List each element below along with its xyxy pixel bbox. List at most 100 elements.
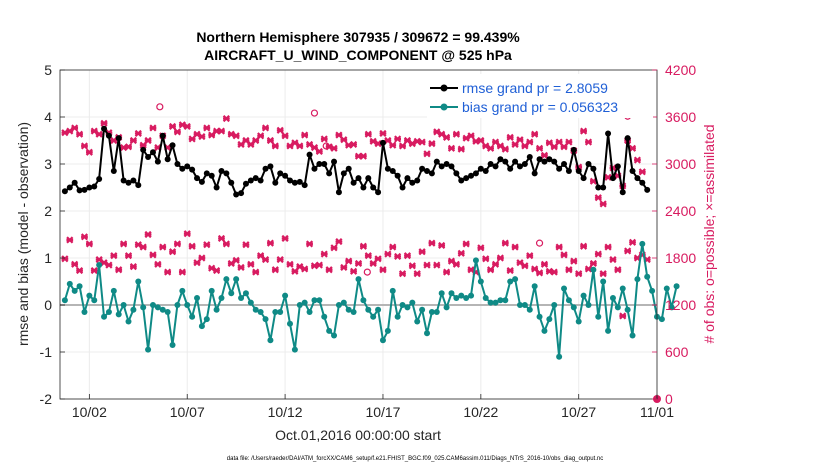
obs-assimilated-upper-marker (628, 144, 637, 152)
y-left-tick-label: 3 (44, 156, 52, 172)
bias-series-point (531, 283, 538, 290)
obs-assimilated-upper-marker (301, 131, 309, 139)
obs-assimilated-lower-marker (266, 239, 274, 247)
rmse-series-point (316, 161, 323, 167)
obs-assimilated-upper-marker (516, 136, 524, 144)
rmse-series-point (130, 177, 137, 184)
bias-series-point (169, 341, 176, 348)
bias-series-point (86, 292, 93, 299)
bias-series-point (595, 313, 602, 320)
bias-series-point (394, 313, 401, 320)
legend-bias-marker (440, 103, 448, 111)
bias-series-point (384, 327, 391, 334)
obs-assimilated-lower-marker (389, 243, 397, 251)
obs-assimilated-upper-group (61, 114, 646, 208)
bias-series-point (424, 330, 431, 337)
obs-assimilated-upper-marker (487, 144, 495, 152)
x-tick-label: 11/01 (640, 404, 674, 420)
rmse-series-point (140, 146, 147, 153)
bias-series-point (331, 332, 338, 339)
obs-assimilated-upper-marker (281, 132, 289, 140)
rmse-series-point (335, 189, 342, 196)
obs-assimilated-upper-marker (217, 127, 226, 135)
rmse-series-point (154, 158, 161, 165)
rmse-series-point (482, 168, 489, 175)
bias-series-point (291, 346, 298, 353)
obs-assimilated-upper-marker (144, 136, 152, 145)
rmse-series-point (213, 184, 220, 191)
bias-series-point (497, 297, 504, 304)
obs-assimilated-upper-marker (599, 200, 607, 208)
obs-assimilated-upper-marker (403, 136, 412, 145)
obs-assimilated-lower-marker (345, 257, 353, 265)
obs-assimilated-lower-marker (340, 263, 348, 271)
obs-assimilated-upper-marker (594, 194, 602, 202)
rmse-series-point (81, 186, 88, 193)
obs-possible-marker (156, 103, 164, 111)
bias-series-point (585, 302, 592, 308)
obs-assimilated-lower-marker (491, 260, 500, 268)
y-right-tick-label: 3600 (665, 109, 696, 125)
bias-series-point (551, 302, 558, 308)
obs-assimilated-lower-marker (115, 266, 123, 274)
rmse-series-point (179, 165, 186, 172)
obs-assimilated-lower-marker (203, 241, 211, 249)
bias-series-point (340, 299, 347, 306)
rmse-series-point (91, 183, 98, 190)
obs-assimilated-upper-marker (340, 136, 348, 144)
rmse-series-point (370, 184, 377, 191)
obs-assimilated-lower-marker (359, 242, 367, 250)
bias-series-point (565, 297, 572, 304)
obs-possible-marker (363, 268, 371, 276)
obs-assimilated-lower-marker (237, 263, 245, 271)
bias-series-point (365, 306, 372, 313)
x-axis-label: Oct.01,2016 00:00:00 start (275, 427, 441, 443)
obs-assimilated-upper-marker (580, 127, 588, 135)
bias-series-point (600, 278, 607, 285)
rmse-series-point (296, 178, 303, 185)
legend-box (427, 74, 653, 118)
obs-assimilated-lower-marker (599, 270, 607, 278)
bias-series-point (321, 313, 328, 320)
bias-series-point (438, 290, 445, 297)
obs-assimilated-lower-marker (379, 266, 387, 274)
bias-series-point (658, 316, 665, 323)
rmse-series-point (189, 166, 196, 173)
obs-assimilated-lower-marker (614, 266, 622, 274)
obs-assimilated-lower-marker (364, 252, 372, 260)
bias-series-point (668, 304, 675, 311)
obs-assimilated-lower-marker (242, 241, 250, 249)
bias-series-point (115, 311, 122, 318)
bias-series-point (184, 302, 191, 308)
obs-assimilated-lower-marker (149, 251, 157, 259)
rmse-series-point (502, 158, 509, 165)
rmse-series-point (174, 161, 181, 167)
rmse-series-point (507, 165, 514, 172)
obs-assimilated-lower-marker (516, 259, 524, 267)
rmse-series-point (497, 156, 504, 163)
rmse-series-point (105, 132, 112, 139)
obs-assimilated-lower-marker (477, 244, 485, 252)
rmse-series-point (61, 188, 68, 195)
y-left-tick-label: 4 (44, 109, 52, 125)
obs-assimilated-lower-marker (418, 248, 426, 256)
obs-assimilated-upper-marker (183, 122, 191, 130)
obs-assimilated-lower-marker (624, 247, 632, 255)
obs-assimilated-lower-marker (173, 240, 182, 248)
bias-series-point (286, 320, 293, 327)
obs-assimilated-lower-marker (301, 265, 309, 273)
obs-assimilated-upper-marker (296, 142, 304, 150)
rmse-series-point (306, 151, 313, 158)
rmse-series-point (375, 189, 382, 196)
rmse-series-point (360, 184, 367, 191)
obs-assimilated-upper-marker (168, 122, 177, 130)
obs-assimilated-lower-marker (384, 250, 392, 258)
rmse-series-point (71, 179, 78, 186)
rmse-series-point (247, 177, 254, 184)
bias-series-point (370, 313, 377, 320)
bias-series-point (149, 302, 156, 308)
obs-assimilated-upper-marker (80, 142, 89, 150)
y-left-tick-label: -2 (40, 391, 53, 407)
obs-assimilated-upper-marker (496, 142, 504, 150)
rmse-series-point (326, 170, 333, 177)
